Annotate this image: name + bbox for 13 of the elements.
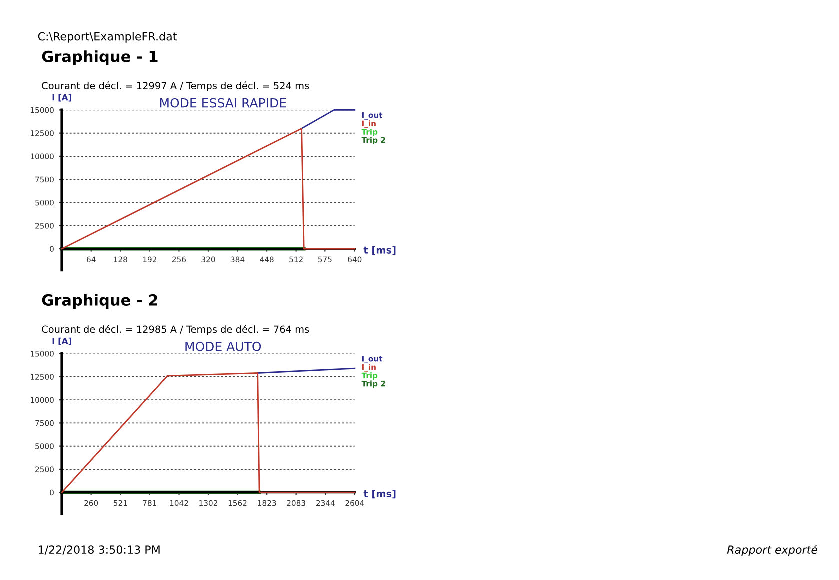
text: 1/22/2018 3:50:13 PM	[38, 546, 160, 555]
text: MODE AUTO	[186, 342, 262, 352]
text: C:\Report\ExampleFR.dat	[38, 32, 177, 43]
y-axis-title: I [A]	[52, 338, 72, 346]
chart-title: Graphique - 2	[42, 294, 158, 309]
chart-subtitle: Courant de décl. = 12985 A / Temps de décl. = 764 ms	[42, 325, 310, 336]
chart-subtitle: Courant de décl. = 12997 A / Temps de décl. = 524 ms	[42, 82, 310, 92]
y-axis-title: I [A]	[52, 94, 72, 102]
text: MODE ESSAI RAPIDE	[160, 98, 286, 108]
x-axis-title: t [ms]	[364, 490, 396, 499]
chart-title: Graphique - 1	[42, 50, 158, 66]
x-axis-title: t [ms]	[364, 246, 396, 256]
text: Rapport exporté	[727, 545, 818, 556]
